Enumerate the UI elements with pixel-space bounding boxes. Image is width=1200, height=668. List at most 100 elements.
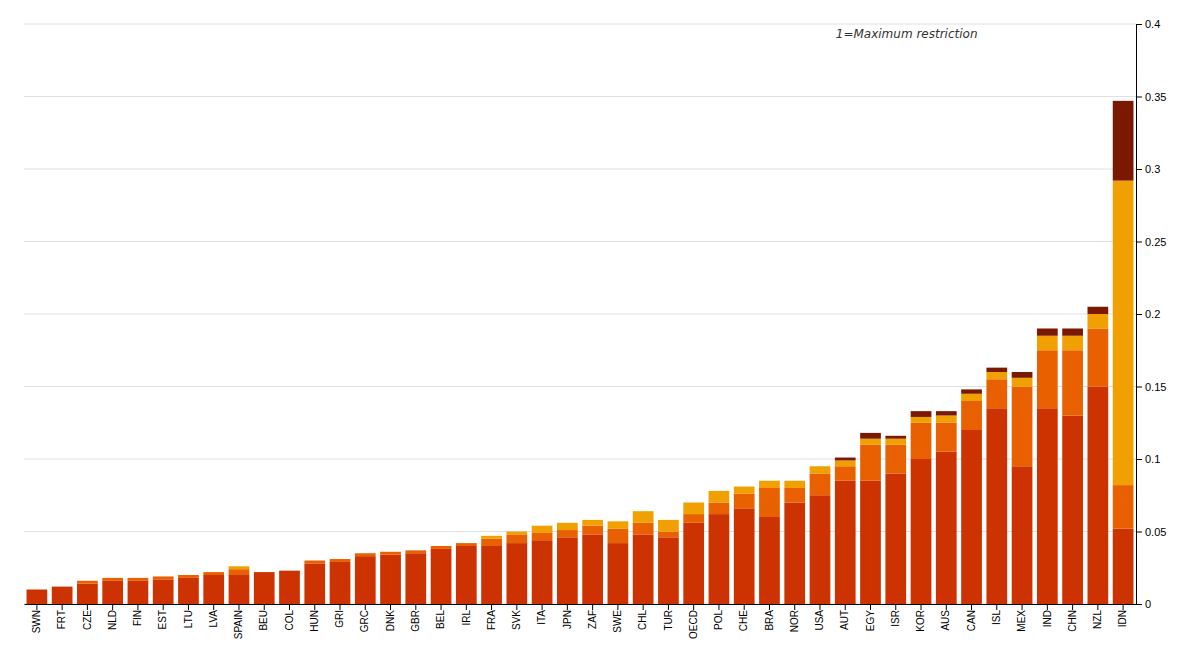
x-tick-label: CAN [966, 610, 977, 631]
series [77, 329, 1133, 584]
y-tick-label: 0.25 [1145, 236, 1166, 248]
bar-segment [1113, 181, 1134, 486]
bar-segment [52, 586, 73, 587]
x-tick: OECD [688, 604, 699, 639]
annotation: 1=Maximum restriction [836, 27, 978, 41]
x-tick-mark [1123, 604, 1124, 610]
x-tick-mark [542, 604, 543, 610]
x-tick-mark [592, 604, 593, 610]
bar-segment [355, 553, 376, 556]
bar-segment [481, 539, 502, 546]
bar-segment [380, 552, 401, 555]
bar-segment [355, 553, 376, 554]
bar-segment [658, 537, 679, 604]
x-tick: NZL [1092, 604, 1103, 629]
bar-segment [77, 584, 98, 604]
bar-segment [986, 379, 1007, 408]
bar-segment [128, 581, 149, 604]
bar-segment [1037, 350, 1058, 408]
y-tick-mark [1136, 314, 1142, 315]
x-tick-label: SWN [31, 610, 42, 633]
bar-segment [1087, 387, 1108, 605]
y-tick-label: 0.15 [1145, 381, 1166, 393]
bar-segment [759, 480, 780, 481]
bar-segment [734, 487, 755, 494]
bar-segment [254, 572, 275, 573]
bar-segment [759, 481, 780, 488]
bar-segment [709, 503, 730, 515]
bar-segment [279, 570, 300, 571]
x-tick-label: BEL [435, 610, 446, 629]
bar-segment [304, 563, 325, 604]
bar-segment [1087, 329, 1108, 387]
bar-segment [936, 452, 957, 604]
x-tick-mark [870, 604, 871, 610]
x-tick-mark [36, 604, 37, 610]
bar-segment [405, 553, 426, 604]
x-tick: IRL [461, 604, 472, 626]
y-tick: 0 [1136, 598, 1151, 610]
x-tick-mark [390, 604, 391, 610]
x-tick-mark [946, 604, 947, 610]
bar-segment [1113, 485, 1134, 528]
x-tick: CAN [966, 604, 977, 631]
bar-segment [709, 514, 730, 604]
grid-line [24, 96, 1136, 97]
y-tick: 0.15 [1136, 381, 1166, 393]
y-tick-mark [1136, 169, 1142, 170]
y-tick-mark [1136, 97, 1142, 98]
x-tick-label: NLD [107, 610, 118, 630]
series [27, 387, 1134, 605]
x-tick: FRA [486, 604, 497, 630]
x-tick-label: LVA [208, 610, 219, 628]
x-tick: CHE [738, 604, 749, 631]
bar-segment [102, 577, 123, 578]
x-tick-label: FRT [56, 610, 67, 629]
x-tick: LTU [183, 604, 194, 628]
bar-segment [203, 572, 224, 573]
x-tick-label: HUN [309, 610, 320, 632]
bar-segment [860, 445, 881, 481]
x-tick: ITA [536, 604, 547, 625]
bar-segment [810, 495, 831, 604]
x-tick-label: ZAF [587, 610, 598, 629]
x-tick-mark [163, 604, 164, 610]
bar-segment [683, 502, 704, 503]
bar-segment [405, 550, 426, 551]
x-tick-mark [491, 604, 492, 610]
y-tick-mark [1136, 532, 1142, 533]
bar-segment [128, 577, 149, 578]
x-tick-mark [921, 604, 922, 610]
x-tick: BEU [258, 604, 269, 631]
bar-segment [860, 433, 881, 439]
bar-segment [633, 511, 654, 523]
y-tick: 0.4 [1136, 18, 1160, 30]
x-tick-label: OECD [688, 610, 699, 639]
x-tick: COL [284, 604, 295, 631]
bar-segment [784, 488, 805, 503]
x-tick-mark [819, 604, 820, 610]
bar-segment [128, 577, 149, 578]
bar-segment [1087, 314, 1108, 329]
y-tick: 0.3 [1136, 163, 1160, 175]
x-tick-label: CHN [1067, 610, 1078, 632]
bar-segment [683, 503, 704, 515]
bar-segment [102, 578, 123, 581]
y-tick: 0.2 [1136, 308, 1160, 320]
bar-segment [1012, 372, 1033, 378]
bar-segment [633, 523, 654, 535]
bar-segment [633, 534, 654, 604]
x-tick-label: GBR [410, 610, 421, 632]
x-tick: IDN [1117, 604, 1128, 627]
bar-segment [810, 474, 831, 496]
x-tick-label: CHL [637, 610, 648, 630]
x-tick-mark [567, 604, 568, 610]
bar-segment [1012, 466, 1033, 604]
x-tick-label: FIN [132, 610, 143, 626]
x-tick-mark [188, 604, 189, 610]
x-tick: NLD [107, 604, 118, 630]
bar-segment [658, 519, 679, 520]
x-tick: TUR [663, 604, 674, 631]
y-tick-mark [1136, 24, 1142, 25]
x-tick-mark [845, 604, 846, 610]
